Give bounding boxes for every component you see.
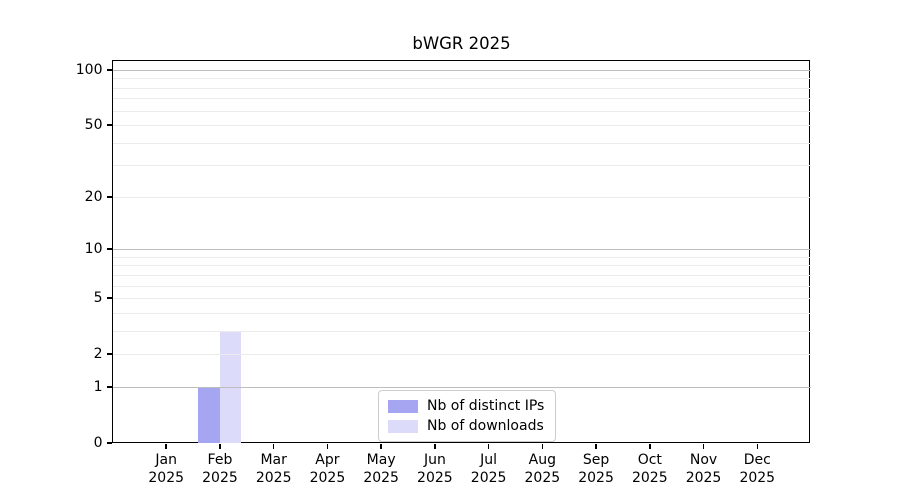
x-tick-label: Sep 2025 bbox=[578, 452, 614, 486]
gridline-major bbox=[112, 386, 811, 388]
x-tick-label: Apr 2025 bbox=[309, 452, 346, 486]
gridline-minor bbox=[112, 312, 811, 314]
x-tick-label: Feb 2025 bbox=[202, 452, 238, 486]
x-tick-label: Oct 2025 bbox=[631, 452, 668, 486]
x-tick-mark bbox=[595, 443, 597, 449]
x-tick-label: Aug 2025 bbox=[524, 452, 561, 486]
gridline-minor bbox=[112, 330, 811, 332]
gridline-minor bbox=[112, 354, 811, 356]
gridline-minor bbox=[112, 110, 811, 112]
y-tick-mark bbox=[106, 353, 112, 355]
gridline-minor bbox=[112, 87, 811, 89]
x-tick-mark bbox=[165, 443, 167, 449]
gridline-minor bbox=[112, 285, 811, 287]
chart-title: bWGR 2025 bbox=[412, 34, 511, 53]
gridline-minor bbox=[112, 298, 811, 300]
gridline-major bbox=[112, 69, 811, 71]
legend-label: Nb of downloads bbox=[427, 418, 544, 434]
x-tick-label: Dec 2025 bbox=[739, 452, 776, 486]
legend-swatch-downloads bbox=[388, 419, 418, 433]
x-tick-label: May 2025 bbox=[363, 452, 399, 486]
plot-area bbox=[112, 60, 810, 443]
x-tick-label: Nov 2025 bbox=[685, 452, 722, 486]
y-tick-label: 0 bbox=[93, 435, 103, 451]
bar-distinct-ips bbox=[198, 386, 220, 443]
gridline-minor bbox=[112, 274, 811, 276]
x-tick-label: Jun 2025 bbox=[417, 452, 453, 486]
x-tick-label: Mar 2025 bbox=[255, 452, 292, 486]
x-tick-mark bbox=[756, 443, 759, 449]
x-tick-mark bbox=[272, 443, 275, 449]
x-tick-mark bbox=[434, 443, 436, 449]
y-tick-label: 5 bbox=[93, 290, 103, 307]
x-tick-label: Jan 2025 bbox=[148, 452, 185, 486]
y-tick-label: 2 bbox=[93, 346, 103, 363]
y-tick-label: 50 bbox=[84, 117, 103, 134]
gridline-minor bbox=[112, 125, 811, 127]
legend-item-distinct-ips: Nb of distinct IPs bbox=[388, 398, 545, 414]
gridline-minor bbox=[112, 196, 811, 198]
legend-item-downloads: Nb of downloads bbox=[388, 418, 545, 434]
gridline-major bbox=[112, 249, 811, 251]
gridline-minor bbox=[112, 256, 811, 258]
y-tick-label: 10 bbox=[84, 241, 103, 258]
x-tick-mark bbox=[487, 443, 490, 449]
y-tick-label: 100 bbox=[75, 61, 103, 78]
y-tick-mark bbox=[106, 248, 112, 250]
x-tick-mark bbox=[541, 443, 544, 449]
gridline-minor bbox=[112, 78, 811, 80]
y-tick-label: 1 bbox=[93, 378, 103, 395]
x-tick-mark bbox=[702, 443, 705, 449]
y-tick-mark bbox=[106, 386, 112, 388]
gridline-minor bbox=[112, 165, 811, 167]
gridline-minor bbox=[112, 98, 811, 100]
x-tick-label: Jul 2025 bbox=[470, 452, 507, 486]
gridline-minor bbox=[112, 142, 811, 144]
y-tick-mark bbox=[106, 69, 112, 71]
y-tick-mark bbox=[106, 196, 112, 198]
y-tick-mark bbox=[106, 124, 112, 126]
y-tick-mark bbox=[106, 297, 112, 299]
legend-swatch-distinct-ips bbox=[388, 399, 418, 413]
x-tick-mark bbox=[326, 443, 329, 449]
x-tick-mark bbox=[380, 443, 382, 449]
legend: Nb of distinct IPs Nb of downloads bbox=[378, 390, 556, 442]
y-tick-mark bbox=[106, 442, 112, 444]
gridline-minor bbox=[112, 265, 811, 267]
legend-label: Nb of distinct IPs bbox=[427, 398, 545, 414]
x-tick-mark bbox=[649, 443, 651, 449]
x-tick-mark bbox=[219, 443, 221, 449]
y-tick-label: 20 bbox=[84, 188, 103, 205]
